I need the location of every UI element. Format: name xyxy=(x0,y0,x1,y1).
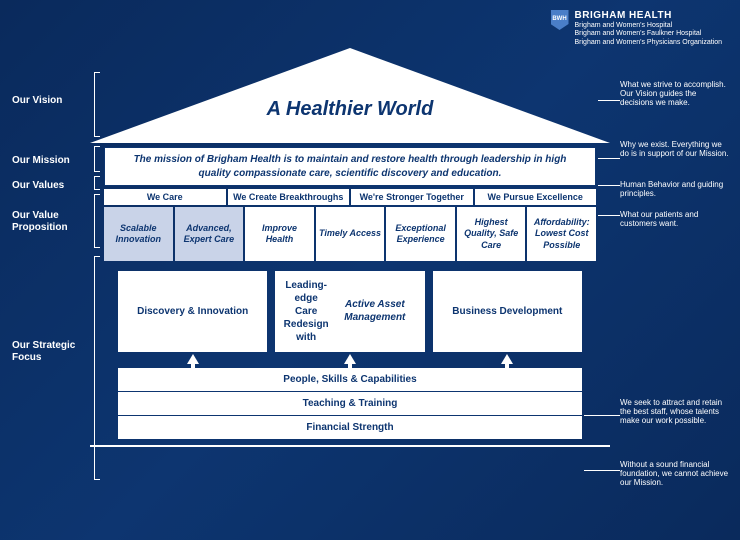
note-staff: We seek to attract and retain the best s… xyxy=(620,398,730,425)
brand-sub1: Brigham and Women's Hospital xyxy=(575,22,723,30)
note-prop: What our patients and customers want. xyxy=(620,210,730,228)
arrow-up-icon xyxy=(501,354,513,364)
brand-text: BRIGHAM HEALTH Brigham and Women's Hospi… xyxy=(575,10,723,47)
pillar: Leading-edgeCare Redesignwith Active Ass… xyxy=(275,271,424,352)
value-prop-cell: Highest Quality, Safe Care xyxy=(457,207,526,261)
connector-prop xyxy=(598,215,620,216)
connector-mission xyxy=(598,158,620,159)
brand-sub3: Brigham and Women's Physicians Organizat… xyxy=(575,39,723,47)
label-mission: Our Mission xyxy=(12,155,90,166)
value-prop-cell: Exceptional Experience xyxy=(386,207,455,261)
foundation-layer: Financial Strength xyxy=(118,415,582,439)
value-cell: We Care xyxy=(104,189,226,205)
arrows-row xyxy=(118,352,582,364)
value-prop-cell: Advanced, Expert Care xyxy=(175,207,244,261)
label-focus: Our Strategic Focus xyxy=(12,340,90,364)
base-line xyxy=(90,445,610,447)
values-row: We CareWe Create BreakthroughsWe're Stro… xyxy=(104,189,596,205)
connector-values xyxy=(598,185,620,186)
brand-logo: BWH BRIGHAM HEALTH Brigham and Women's H… xyxy=(551,10,723,47)
pillar: Discovery & Innovation xyxy=(118,271,267,352)
connector-finance xyxy=(584,470,620,471)
vision-title: A Healthier World xyxy=(90,98,610,121)
brand-name: BRIGHAM HEALTH xyxy=(575,10,723,22)
value-prop-cell: Timely Access xyxy=(316,207,385,261)
shield-icon: BWH xyxy=(551,10,569,30)
note-values: Human Behavior and guiding principles. xyxy=(620,180,730,198)
label-values: Our Values xyxy=(12,180,90,191)
label-prop: Our Value Proposition xyxy=(12,210,90,234)
value-cell: We're Stronger Together xyxy=(351,189,473,205)
foundation-layers: People, Skills & CapabilitiesTeaching & … xyxy=(118,368,582,439)
foundation-layer: Teaching & Training xyxy=(118,391,582,415)
pillar: Business Development xyxy=(433,271,582,352)
value-prop-cell: Improve Health xyxy=(245,207,314,261)
value-prop-row: Scalable InnovationAdvanced, Expert Care… xyxy=(104,207,596,261)
label-vision: Our Vision xyxy=(12,95,90,106)
brand-sub2: Brigham and Women's Faulkner Hospital xyxy=(575,30,723,38)
roof: A Healthier World xyxy=(90,48,610,143)
note-mission: Why we exist. Everything we do is in sup… xyxy=(620,140,730,158)
pillars-row: Discovery & InnovationLeading-edgeCare R… xyxy=(118,271,582,352)
value-prop-cell: Affordability: Lowest Cost Possible xyxy=(527,207,596,261)
note-vision: What we strive to accomplish. Our Vision… xyxy=(620,80,730,107)
arrow-up-icon xyxy=(344,354,356,364)
value-prop-cell: Scalable Innovation xyxy=(104,207,173,261)
mission-statement: The mission of Brigham Health is to main… xyxy=(104,147,596,186)
foundation-layer: People, Skills & Capabilities xyxy=(118,368,582,391)
value-cell: We Pursue Excellence xyxy=(475,189,597,205)
value-cell: We Create Breakthroughs xyxy=(228,189,350,205)
house-diagram: A Healthier World The mission of Brigham… xyxy=(100,48,600,447)
note-finance: Without a sound financial foundation, we… xyxy=(620,460,730,487)
arrow-up-icon xyxy=(187,354,199,364)
